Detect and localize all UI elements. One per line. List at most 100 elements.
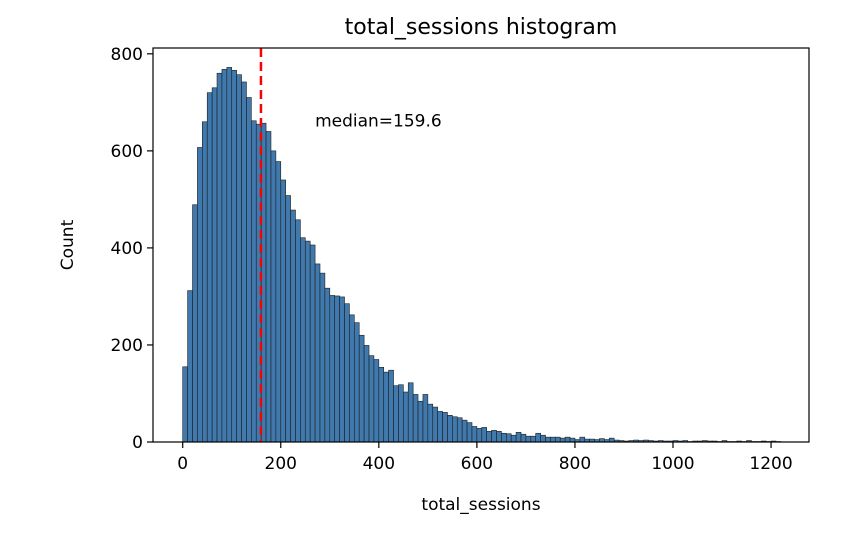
histogram-bar	[393, 385, 399, 443]
histogram-bar	[579, 436, 586, 443]
histogram-bar	[246, 97, 252, 443]
histogram-bar	[319, 272, 326, 443]
histogram-bar	[251, 120, 257, 443]
histogram-bar	[231, 70, 237, 443]
histogram-bar	[211, 87, 218, 443]
x-axis-label: total_sessions	[421, 495, 540, 515]
histogram-bar	[486, 431, 492, 443]
histogram-bar	[403, 391, 409, 443]
x-tick-label: 0	[177, 454, 188, 474]
y-axis-ticks: 0 200 400 600 800	[111, 45, 153, 453]
histogram-bar	[501, 432, 507, 443]
y-tick-label: 0	[132, 433, 143, 453]
x-tick-label: 200	[265, 454, 297, 474]
y-tick-label: 200	[111, 336, 143, 356]
histogram-bar	[378, 366, 385, 443]
histogram-bar	[304, 240, 311, 443]
histogram-bar	[515, 431, 522, 443]
histogram-bar	[383, 371, 389, 443]
histogram-bar	[388, 369, 394, 443]
histogram-bar	[255, 123, 262, 443]
histogram-bars	[182, 67, 782, 443]
x-tick-label: 1200	[749, 454, 792, 474]
x-tick-label: 800	[559, 454, 591, 474]
histogram-bar	[550, 436, 556, 443]
histogram-bar	[300, 237, 306, 443]
histogram-bar	[481, 427, 487, 443]
histogram-bar	[466, 422, 473, 443]
histogram-bar	[358, 334, 365, 443]
histogram-bar	[280, 179, 286, 443]
histogram-bar	[363, 345, 370, 443]
histogram-bar	[510, 434, 517, 443]
x-tick-label: 1000	[651, 454, 694, 474]
histogram-bar	[491, 430, 497, 443]
histogram-bar	[275, 161, 282, 443]
histogram-bar	[290, 209, 296, 443]
y-tick-label: 400	[111, 239, 143, 259]
histogram-bar	[324, 287, 331, 443]
histogram-bar	[206, 92, 213, 443]
histogram-bar	[412, 394, 419, 443]
histogram-bar	[265, 131, 272, 443]
histogram-bar	[427, 403, 434, 443]
histogram-bar	[398, 384, 404, 443]
histogram-bar	[285, 195, 291, 443]
histogram-bar	[309, 244, 316, 443]
histogram-bar	[314, 263, 321, 443]
plot-frame	[152, 47, 810, 443]
y-tick-label: 800	[111, 45, 143, 65]
histogram-bar	[221, 69, 228, 443]
histogram-bar	[260, 122, 267, 443]
histogram-bar	[417, 400, 424, 443]
histogram-bar	[295, 219, 301, 443]
histogram-bar	[368, 355, 375, 443]
histogram-bar	[456, 417, 463, 443]
histogram-bar	[334, 295, 340, 443]
histogram-bar	[216, 72, 223, 443]
histogram-bar	[349, 314, 355, 443]
histogram-bar	[407, 382, 414, 443]
histogram-bar	[226, 67, 233, 443]
histogram-bar	[555, 436, 561, 443]
histogram-bar	[241, 81, 247, 443]
histogram-bar	[530, 435, 537, 443]
histogram-bar	[339, 296, 345, 443]
histogram-bar	[540, 434, 546, 443]
histogram-bar	[545, 436, 551, 443]
histogram-bar	[520, 433, 527, 443]
histogram-bar	[525, 435, 532, 443]
x-axis-ticks: 0 200 400 600 800 1000 1200	[177, 442, 793, 474]
histogram-bar	[496, 431, 502, 443]
histogram-bar	[452, 416, 458, 443]
histogram-bar	[432, 406, 438, 443]
median-annotation: median=159.6	[315, 112, 442, 132]
histogram-bar	[197, 147, 203, 443]
histogram-bar	[476, 428, 483, 443]
histogram-bar	[344, 303, 350, 443]
histogram-bar	[373, 359, 380, 443]
histogram-bar	[182, 366, 188, 443]
histogram-bar	[447, 415, 453, 443]
histogram-bar	[442, 412, 448, 443]
histogram-bar	[187, 290, 193, 443]
x-tick-label: 400	[363, 454, 395, 474]
histogram-bar	[535, 432, 541, 443]
histogram-bar	[329, 295, 335, 443]
y-axis-label: Count	[58, 219, 78, 270]
chart-title: total_sessions histogram	[345, 15, 618, 40]
histogram-bar	[236, 74, 242, 443]
histogram-bar	[505, 433, 512, 443]
histogram-bar	[192, 204, 198, 443]
histogram-bar	[471, 426, 478, 443]
x-tick-label: 600	[461, 454, 493, 474]
histogram-bar	[461, 419, 468, 443]
histogram-bar	[202, 121, 208, 443]
histogram-bar	[354, 322, 360, 443]
histogram-bar	[564, 436, 571, 443]
y-tick-label: 600	[111, 142, 143, 162]
histogram-bar	[270, 150, 277, 443]
histogram-bar	[437, 411, 443, 443]
